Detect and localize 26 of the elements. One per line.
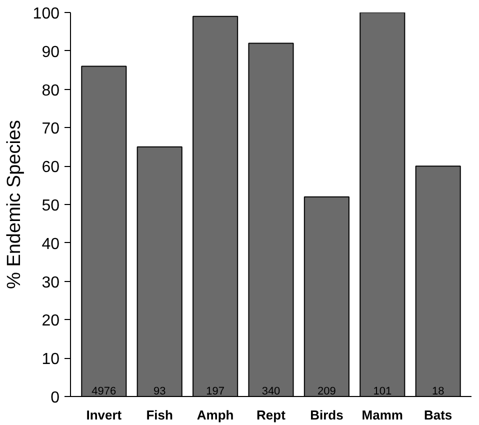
annotation: 340	[262, 386, 280, 398]
x-tick-label: Amph	[196, 408, 234, 422]
annotation: 197	[206, 386, 224, 398]
y-tick-label: 20	[42, 312, 60, 330]
x-tick-label: Rept	[256, 408, 286, 422]
x-tick-label: Fish	[146, 408, 174, 422]
annotation: 4976	[92, 386, 116, 398]
x-tick-label: Invert	[86, 408, 122, 422]
y-tick-label: 30	[42, 274, 60, 292]
y-tick-label: 50	[42, 198, 60, 214]
x-tick-label: Birds	[310, 408, 344, 422]
annotation: 209	[318, 386, 336, 398]
y-tick-label: 100	[32, 6, 60, 22]
annotation: 93	[153, 386, 166, 398]
y-axis-title: % Endemic Species	[4, 120, 25, 289]
y-tick-label: 40	[42, 236, 60, 253]
y-tick-label: 10	[42, 351, 60, 368]
x-tick-label: Bats	[424, 408, 452, 422]
x-tick-label: Mamm	[362, 408, 403, 422]
y-tick-label: 60	[42, 159, 60, 176]
y-tick-label: 0	[50, 390, 60, 406]
annotation: 18	[432, 386, 444, 398]
y-tick-label: 70	[42, 120, 60, 138]
annotation: 101	[373, 386, 392, 398]
y-tick-label: 80	[42, 82, 60, 100]
y-tick-label: 90	[42, 44, 60, 61]
